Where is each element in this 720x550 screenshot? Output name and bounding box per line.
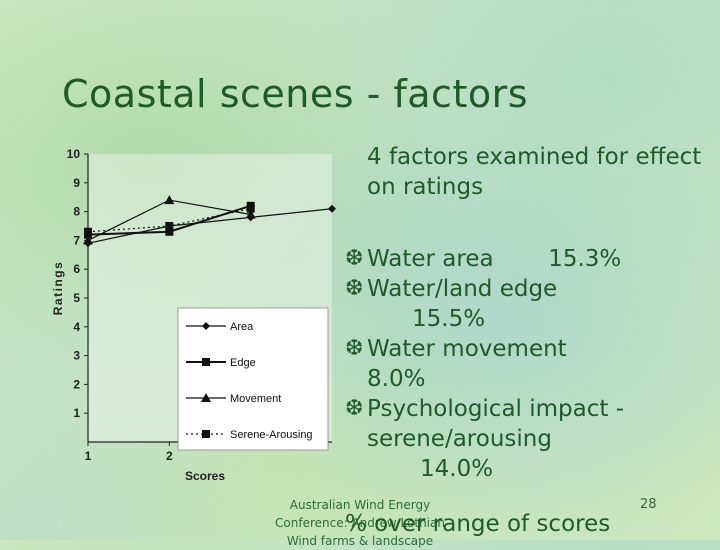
legend: Area Edge Movement Serene-Arousing <box>177 307 329 451</box>
y-axis-label: Ratings <box>51 261 65 316</box>
series-movement <box>83 195 256 245</box>
bullet-value: 8.0% <box>367 366 426 392</box>
y-tick-label: 2 <box>73 377 80 391</box>
snowflake-icon: ❆ <box>345 336 364 361</box>
footer-line-2: Conference: Andrew Lothian <box>275 516 445 530</box>
data-point <box>245 209 256 219</box>
data-point <box>84 227 92 236</box>
legend-label: Edge <box>230 357 256 369</box>
bullet-water-land-edge: ❆ Water/land edge <box>345 274 715 304</box>
series-serene-arousing <box>84 204 255 236</box>
series-line <box>87 208 333 244</box>
y-tick-label: 1 <box>73 406 80 420</box>
x-tick-label: 1 <box>85 449 92 463</box>
y-tick-label: 5 <box>73 291 80 305</box>
intro-text: 4 factors examined for effect on ratings <box>367 144 702 200</box>
bullet-label: Water/land edge <box>367 276 558 302</box>
data-point <box>165 227 174 236</box>
data-point <box>165 222 174 230</box>
bullet-value: 14.0% <box>420 456 494 482</box>
x-tick-label: 2 <box>166 449 173 463</box>
data-point <box>328 204 336 213</box>
legend-label: Area <box>230 321 254 333</box>
bullet-water-movement: ❆ Water movement <box>345 334 715 364</box>
bullet-label: Psychological impact - <box>367 396 625 422</box>
bullet-psychological-impact: ❆ Psychological impact - <box>345 394 715 424</box>
data-point <box>83 235 93 245</box>
bullet-value: 15.5% <box>412 306 486 332</box>
data-point <box>246 204 255 213</box>
bullet-water-area: ❆ Water area 15.3% <box>345 244 715 274</box>
last-bullet-line: % over range of scores <box>345 511 611 537</box>
y-tick-label: 8 <box>73 205 80 219</box>
y-tick-label: 3 <box>73 349 80 363</box>
snowflake-icon: ❆ <box>345 246 364 271</box>
legend-box <box>177 307 329 451</box>
bullet-value: 15.3% <box>548 246 622 272</box>
legend-marker <box>201 393 211 402</box>
legend-label: Serene-Arousing <box>230 429 313 441</box>
y-tick-label: 9 <box>73 176 80 190</box>
snowflake-icon: ❆ <box>345 276 364 301</box>
y-tick-label: 10 <box>67 147 81 161</box>
y-tick-label: 4 <box>73 320 80 334</box>
footer-line-1: Australian Wind Energy <box>289 498 431 512</box>
data-point <box>164 195 175 205</box>
ratings-line-chart: 1 2 3 4 5 6 7 8 9 10 1 2 Ratings Scores Area Edge Moveme… <box>51 147 336 483</box>
legend-marker <box>202 322 210 330</box>
bullet-label-continued: serene/arousing <box>367 426 552 452</box>
legend-marker <box>202 430 210 438</box>
y-tick-label: 7 <box>73 233 80 247</box>
legend-marker <box>202 358 210 366</box>
slide-title: Coastal scenes - factors <box>62 72 529 116</box>
page-number: 28 <box>640 497 657 512</box>
y-tick-label: 6 <box>73 262 80 276</box>
snowflake-icon: ❆ <box>345 396 364 421</box>
x-axis-label: Scores <box>185 469 225 483</box>
bullet-label: Water movement <box>367 336 567 362</box>
bullet-list: 4 factors examined for effect on ratings… <box>345 142 715 484</box>
legend-label: Movement <box>230 393 281 405</box>
bullet-label: Water area <box>367 246 494 272</box>
